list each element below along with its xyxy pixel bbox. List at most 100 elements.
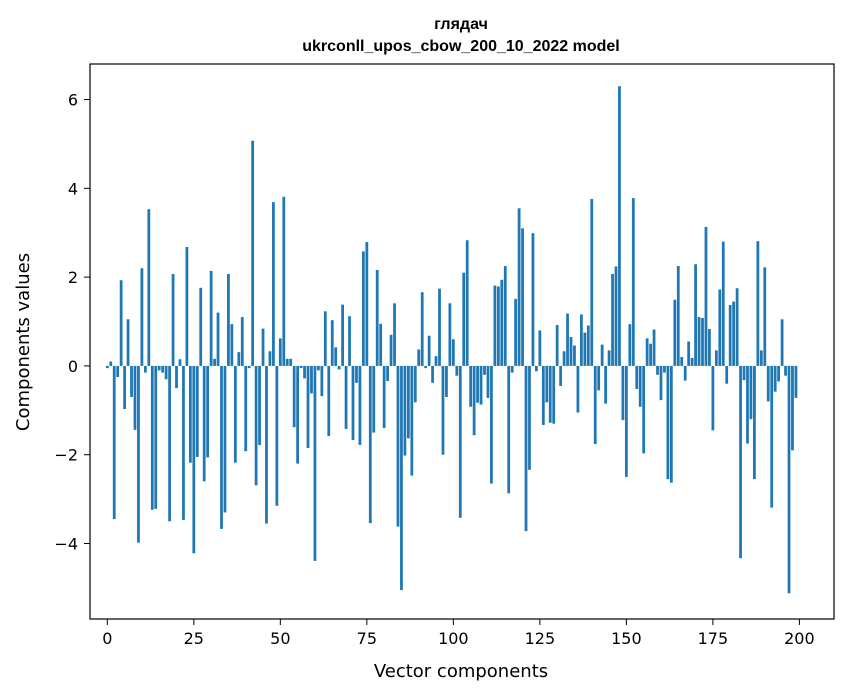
bar [299, 365, 303, 369]
bar [375, 270, 379, 366]
bar [310, 365, 313, 394]
bar [583, 332, 587, 366]
y-axis-ticks: −4 −2 0 2 4 6 [54, 91, 90, 554]
y-tick-label: 4 [68, 179, 78, 198]
bar [116, 365, 120, 378]
bar [483, 365, 486, 375]
bar [403, 365, 407, 456]
bar [372, 365, 376, 433]
bar [586, 325, 590, 366]
bar [261, 328, 265, 366]
bar [476, 365, 479, 403]
bar [773, 365, 777, 392]
bar [306, 365, 310, 449]
bar [123, 365, 126, 409]
bar [569, 337, 573, 366]
bar [216, 312, 220, 366]
bar [739, 365, 742, 559]
bar [195, 365, 199, 457]
bar [258, 365, 261, 445]
bar [379, 323, 383, 366]
chart-subtitle: ukrconll_upos_cbow_200_10_2022 model [302, 38, 619, 55]
bar [199, 287, 203, 366]
bar [368, 365, 372, 524]
bar [282, 196, 286, 366]
y-tick-label: 2 [68, 268, 78, 287]
bar [541, 365, 545, 425]
y-tick-label: 6 [68, 91, 78, 110]
bar [780, 319, 784, 366]
bar [687, 341, 691, 366]
bar [580, 314, 583, 366]
bar [244, 365, 248, 452]
bar [652, 329, 656, 366]
bar [510, 365, 514, 373]
bar [701, 317, 704, 366]
bar [763, 267, 767, 366]
x-tick-label: 0 [102, 629, 112, 648]
bar [413, 365, 417, 403]
bar [334, 347, 338, 366]
bar [566, 313, 569, 366]
bar [237, 352, 241, 366]
bar [455, 365, 459, 376]
bar [272, 202, 275, 366]
bar [386, 365, 389, 382]
bar [794, 365, 798, 398]
bar [732, 301, 736, 366]
bar [472, 365, 476, 436]
bar [351, 365, 355, 441]
bar [697, 317, 701, 366]
bar [296, 365, 300, 464]
bar [313, 365, 317, 561]
bar [777, 365, 781, 382]
bar [694, 264, 697, 366]
bar [728, 305, 732, 366]
bar [448, 303, 452, 366]
bar [611, 274, 614, 366]
bar [213, 358, 216, 366]
bar [742, 365, 746, 381]
bar [462, 272, 466, 366]
bar [445, 365, 448, 397]
bar [275, 365, 279, 506]
bars-group [105, 86, 798, 594]
bar [130, 365, 133, 397]
bar [150, 365, 154, 510]
bar [500, 279, 504, 366]
bar [503, 266, 507, 366]
bar [597, 365, 601, 391]
plot-frame [89, 63, 835, 620]
bar [168, 365, 171, 522]
bar [109, 361, 113, 366]
bar [514, 298, 518, 366]
x-tick-label: 200 [784, 629, 815, 648]
bar [126, 319, 130, 366]
bar [396, 365, 400, 527]
bar [631, 198, 635, 366]
bar [666, 365, 670, 480]
bar [493, 285, 497, 366]
bar [389, 334, 393, 366]
bar [624, 365, 628, 477]
bar [680, 357, 684, 366]
y-axis-label: Components values [13, 253, 34, 431]
bar [147, 209, 151, 366]
y-tick-label: −2 [54, 446, 78, 465]
bar [285, 358, 289, 366]
bar [185, 246, 189, 366]
bar [656, 365, 659, 375]
bar [431, 365, 434, 383]
bar [365, 242, 369, 366]
bar [638, 365, 642, 407]
bar [143, 365, 147, 373]
bar [708, 329, 711, 366]
bar [348, 316, 351, 366]
bar [344, 365, 348, 429]
bar [766, 365, 770, 402]
bar [417, 349, 421, 366]
bar [618, 86, 621, 366]
bar [490, 365, 493, 484]
bar [330, 320, 334, 366]
bar [227, 274, 230, 366]
